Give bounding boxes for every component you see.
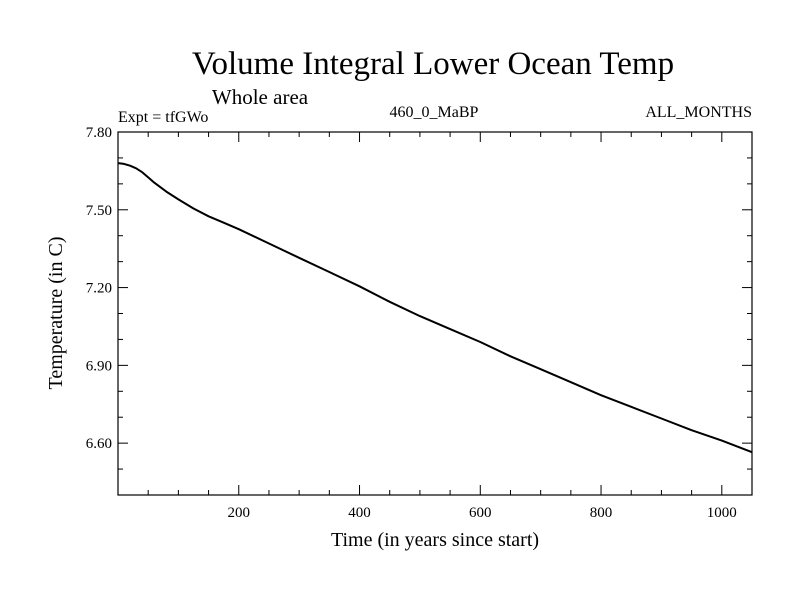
x-axis: 200 400 600 800 1000 [147,132,737,521]
x-tick-label: 800 [590,505,613,521]
x-axis-label: Time (in years since start) [331,529,539,551]
months-label: ALL_MONTHS [645,104,752,121]
y-tick-label: 6.60 [86,436,112,452]
y-tick-label: 7.20 [86,281,112,297]
series-line-tfGWo [117,162,753,454]
plot-frame [117,131,753,496]
y-axis-label: Temperature (in C) [45,237,67,390]
series-layer [117,162,753,454]
experiment-label: Expt = tfGWo [118,109,208,126]
y-axis: 6.60 6.90 7.20 7.50 7.80 [86,125,752,470]
period-label: 460_0_MaBP [390,104,479,121]
chart-subtitle: Whole area [212,85,309,109]
x-tick-label: 600 [469,505,492,521]
x-tick-label: 200 [228,505,251,521]
y-tick-label: 7.50 [86,203,112,219]
x-tick-label: 400 [348,505,371,521]
y-tick-label: 6.90 [86,358,112,374]
y-tick-label: 7.80 [86,125,112,141]
x-tick-label: 1000 [707,505,737,521]
chart-title: Volume Integral Lower Ocean Temp [192,46,674,82]
